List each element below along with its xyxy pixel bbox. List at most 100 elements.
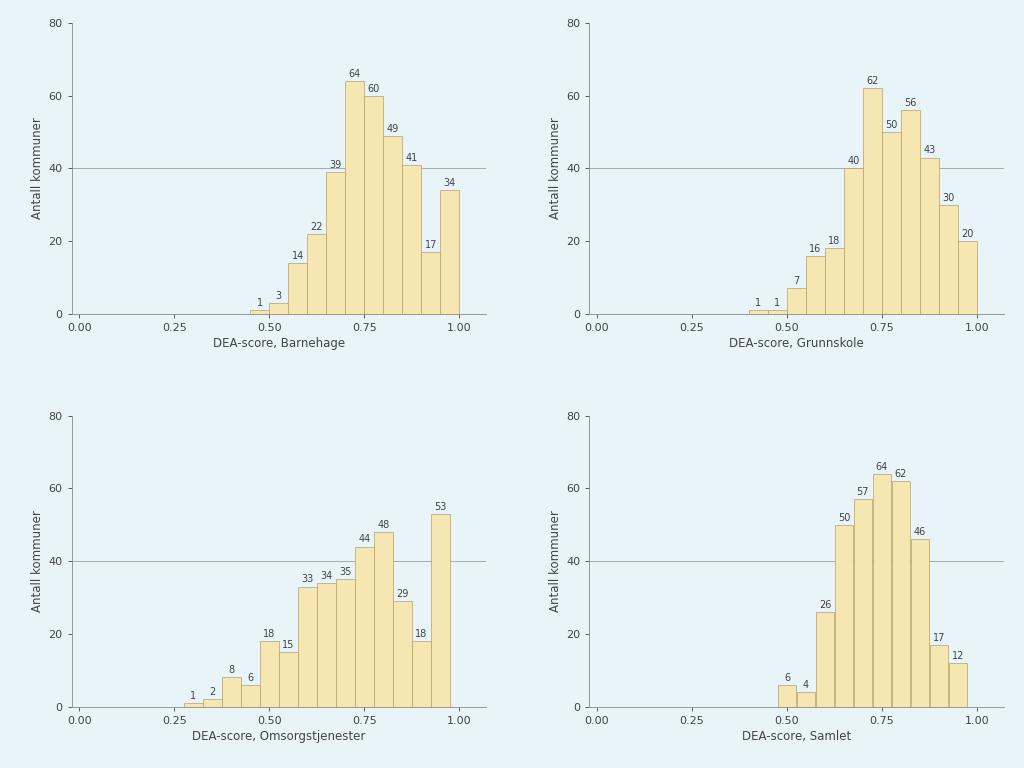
Text: 12: 12 bbox=[951, 650, 965, 660]
Bar bbox=[872, 474, 891, 707]
Bar bbox=[251, 310, 269, 314]
Bar bbox=[892, 481, 910, 707]
Text: 1: 1 bbox=[756, 298, 762, 308]
Bar bbox=[260, 641, 279, 707]
Bar bbox=[327, 172, 345, 314]
Text: 15: 15 bbox=[282, 640, 295, 650]
Bar bbox=[787, 289, 806, 314]
Bar bbox=[317, 583, 336, 707]
Text: 39: 39 bbox=[330, 160, 342, 170]
Bar bbox=[374, 532, 392, 707]
Text: 50: 50 bbox=[885, 120, 898, 130]
Text: 30: 30 bbox=[942, 193, 954, 203]
Y-axis label: Antall kommuner: Antall kommuner bbox=[549, 118, 562, 220]
Bar bbox=[930, 645, 948, 707]
Text: 46: 46 bbox=[913, 527, 926, 537]
Bar bbox=[948, 663, 968, 707]
X-axis label: DEA-score, Omsorgstjenester: DEA-score, Omsorgstjenester bbox=[193, 730, 366, 743]
Bar bbox=[863, 88, 882, 314]
Text: 44: 44 bbox=[358, 535, 371, 545]
Bar bbox=[345, 81, 365, 314]
Bar bbox=[203, 700, 221, 707]
Bar bbox=[393, 601, 412, 707]
Bar bbox=[921, 157, 939, 314]
Text: 57: 57 bbox=[857, 487, 869, 497]
Bar bbox=[844, 168, 863, 314]
Text: 41: 41 bbox=[406, 153, 418, 163]
Bar bbox=[768, 310, 786, 314]
Text: 43: 43 bbox=[924, 145, 936, 155]
Bar bbox=[910, 539, 929, 707]
Bar bbox=[440, 190, 459, 314]
Text: 29: 29 bbox=[396, 589, 409, 599]
Text: 18: 18 bbox=[415, 629, 427, 639]
Bar bbox=[825, 249, 844, 314]
Text: 14: 14 bbox=[292, 251, 304, 261]
Text: 17: 17 bbox=[425, 240, 437, 250]
Text: 16: 16 bbox=[809, 243, 821, 253]
Text: 64: 64 bbox=[348, 69, 360, 79]
Bar bbox=[750, 310, 768, 314]
Bar bbox=[269, 303, 288, 314]
Bar bbox=[383, 136, 402, 314]
Bar bbox=[307, 234, 326, 314]
Bar bbox=[431, 514, 450, 707]
Bar bbox=[816, 612, 835, 707]
Text: 18: 18 bbox=[263, 629, 275, 639]
Bar bbox=[241, 685, 259, 707]
Y-axis label: Antall kommuner: Antall kommuner bbox=[32, 118, 44, 220]
Text: 40: 40 bbox=[847, 157, 859, 167]
Text: 1: 1 bbox=[190, 690, 197, 700]
Bar bbox=[298, 587, 316, 707]
Bar bbox=[336, 579, 354, 707]
Bar bbox=[882, 132, 901, 314]
Bar bbox=[279, 652, 298, 707]
Bar bbox=[806, 256, 824, 314]
Y-axis label: Antall kommuner: Antall kommuner bbox=[32, 510, 44, 612]
Text: 6: 6 bbox=[247, 673, 253, 683]
Text: 62: 62 bbox=[866, 76, 879, 86]
Bar bbox=[777, 685, 797, 707]
Bar bbox=[939, 205, 957, 314]
Text: 49: 49 bbox=[387, 124, 399, 134]
Text: 7: 7 bbox=[794, 276, 800, 286]
Text: 34: 34 bbox=[321, 571, 333, 581]
Bar bbox=[835, 525, 853, 707]
X-axis label: DEA-score, Samlet: DEA-score, Samlet bbox=[741, 730, 851, 743]
Bar bbox=[958, 241, 977, 314]
Text: 64: 64 bbox=[876, 462, 888, 472]
Bar bbox=[222, 677, 241, 707]
Text: 4: 4 bbox=[803, 680, 809, 690]
Text: 22: 22 bbox=[310, 222, 323, 232]
X-axis label: DEA-score, Grunnskole: DEA-score, Grunnskole bbox=[729, 337, 864, 350]
Text: 50: 50 bbox=[838, 512, 850, 522]
Text: 17: 17 bbox=[933, 633, 945, 643]
Bar bbox=[355, 547, 374, 707]
Text: 1: 1 bbox=[257, 298, 263, 308]
Bar bbox=[854, 499, 872, 707]
Text: 48: 48 bbox=[377, 520, 389, 530]
Text: 2: 2 bbox=[209, 687, 215, 697]
Text: 60: 60 bbox=[368, 84, 380, 94]
Bar bbox=[365, 96, 383, 314]
Bar bbox=[422, 252, 440, 314]
Text: 20: 20 bbox=[962, 229, 974, 239]
Bar bbox=[901, 111, 920, 314]
Bar bbox=[184, 703, 203, 707]
Text: 8: 8 bbox=[228, 665, 234, 675]
X-axis label: DEA-score, Barnehage: DEA-score, Barnehage bbox=[213, 337, 345, 350]
Text: 53: 53 bbox=[434, 502, 446, 511]
Text: 18: 18 bbox=[828, 237, 841, 247]
Text: 26: 26 bbox=[819, 600, 831, 610]
Text: 3: 3 bbox=[275, 291, 282, 301]
Text: 6: 6 bbox=[784, 673, 790, 683]
Text: 56: 56 bbox=[904, 98, 916, 108]
Text: 1: 1 bbox=[774, 298, 780, 308]
Text: 62: 62 bbox=[895, 469, 907, 479]
Bar bbox=[402, 165, 421, 314]
Text: 35: 35 bbox=[339, 567, 351, 577]
Text: 34: 34 bbox=[443, 178, 456, 188]
Bar bbox=[412, 641, 430, 707]
Text: 33: 33 bbox=[301, 574, 313, 584]
Y-axis label: Antall kommuner: Antall kommuner bbox=[549, 510, 562, 612]
